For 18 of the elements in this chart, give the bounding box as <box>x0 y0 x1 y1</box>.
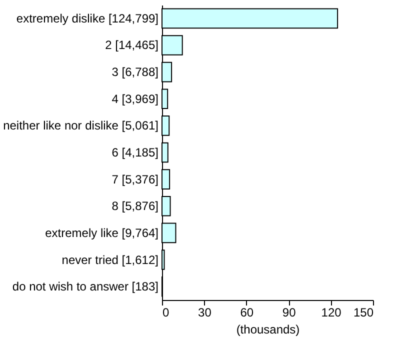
x-tick-label: 0 <box>162 306 170 320</box>
y-tick-label: 7 [5,376] <box>112 172 158 186</box>
y-tick-label: 8 [5,876] <box>112 199 158 214</box>
x-axis-title: (thousands) <box>236 322 300 336</box>
y-tick-label: extremely dislike [124,799] <box>16 11 158 26</box>
y-tick-label: 2 [14,465] <box>105 38 158 52</box>
x-tick-label: 30 <box>198 306 212 320</box>
y-tick-label: do not wish to answer [183] <box>12 280 158 294</box>
y-tick-label: extremely like [9,764] <box>45 226 158 240</box>
y-tick-label: neither like nor dislike [5,061] <box>3 118 158 133</box>
y-tick-label: 3 [6,788] <box>112 65 158 80</box>
x-tick-label: 120 <box>321 306 342 320</box>
x-tick-label: 150 <box>353 306 374 320</box>
x-tick-label: 90 <box>282 306 296 320</box>
x-tick-label: 60 <box>240 306 254 320</box>
y-tick-label: never tried [1,612] <box>62 252 158 267</box>
y-tick-label: 6 [4,185] <box>112 146 158 160</box>
y-tick-label: 4 [3,969] <box>112 92 158 106</box>
